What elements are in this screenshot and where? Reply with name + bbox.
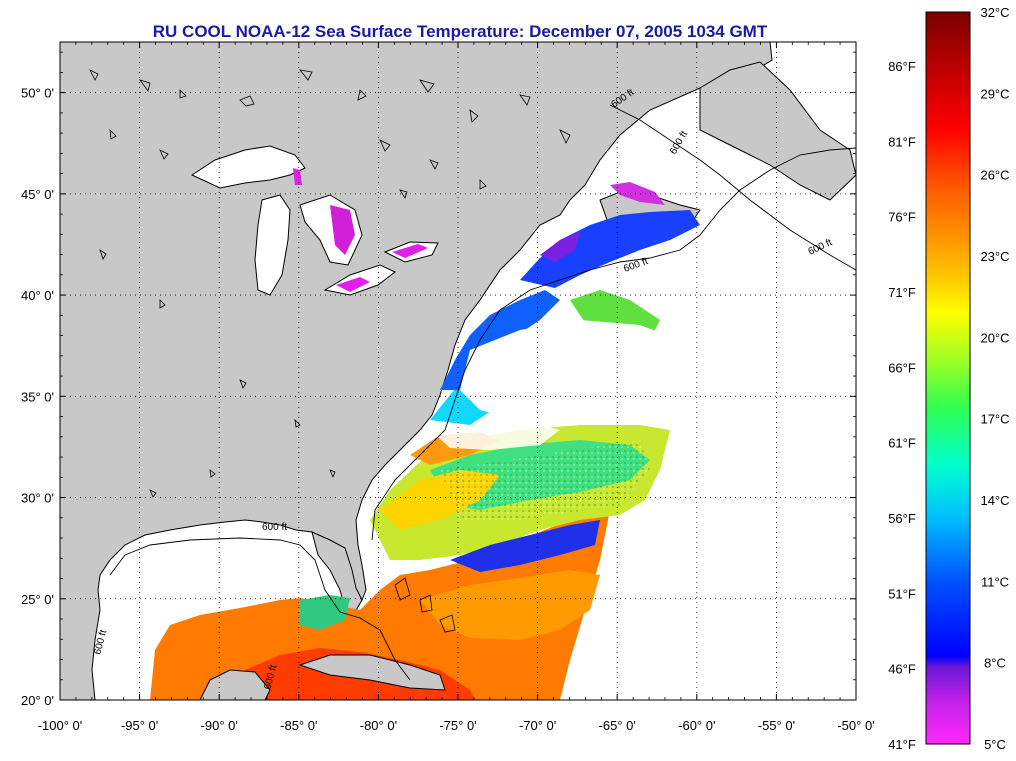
sst-swath-magenta [610, 182, 665, 205]
lat-tick-label: 25° 0' [21, 592, 54, 607]
lat-tick-label: 20° 0' [21, 693, 54, 708]
colorbar-fahrenheit-label: 66°F [888, 360, 916, 375]
lat-tick-label: 30° 0' [21, 491, 54, 506]
latitude-labels: 50° 0' 45° 0' 40° 0' 35° 0' 30° 0' 25° 0' 20° … [21, 86, 54, 708]
land-north-america [60, 42, 773, 700]
sst-swath-gulf-green [300, 595, 350, 630]
colorbar-celsius-label: 14°C [980, 493, 1009, 508]
lake-michigan [254, 194, 291, 296]
land-florida [311, 531, 363, 613]
sst-swath-speckle [440, 440, 650, 520]
map-title: RU COOL NOAA-12 Sea Surface Temperature:… [152, 22, 768, 41]
land-cuba [298, 654, 446, 691]
lat-tick-label: 35° 0' [21, 389, 54, 404]
lon-tick-label: -65° 0' [599, 718, 636, 733]
colorbar-fahrenheit-label: 86°F [888, 59, 916, 74]
contour-600ft-atlantic [371, 147, 856, 541]
sst-swath-blue-north [520, 210, 700, 288]
land-maritimes [699, 61, 856, 201]
colorbar-celsius-label: 8°C [984, 656, 1006, 671]
graticule [59, 42, 857, 701]
colorbar-fahrenheit-label: 81°F [888, 134, 916, 149]
colorbar-fahrenheit-label: 76°F [888, 210, 916, 225]
sst-white-cloud-2 [430, 420, 560, 450]
colorbar-fahrenheit-label: 51°F [888, 586, 916, 601]
sst-swath-orange2 [420, 570, 600, 640]
lake-cold-patch [336, 277, 370, 292]
lake-cold-patch [392, 244, 428, 258]
colorbar-fahrenheit-label: 56°F [888, 511, 916, 526]
colorbar-celsius-labels: 32°C 29°C 26°C 23°C 20°C 17°C 14°C 11°C 8°C 5°C [980, 5, 1009, 752]
lon-tick-label: -55° 0' [758, 718, 795, 733]
lon-tick-label: -95° 0' [121, 718, 158, 733]
colorbar-fahrenheit-label: 46°F [888, 662, 916, 677]
lat-tick-label: 50° 0' [21, 86, 54, 101]
contour-600ft-north [609, 104, 856, 271]
sst-white-cloud [460, 320, 690, 420]
lat-tick-label: 45° 0' [21, 187, 54, 202]
lon-tick-label: -70° 0' [519, 718, 556, 733]
land-yucatan [199, 669, 271, 700]
colorbar-fahrenheit-label: 71°F [888, 285, 916, 300]
canadian-lakes [89, 69, 571, 498]
longitude-labels: -100° 0' -95° 0' -90° 0' -85° 0' -80° 0' -75°… [38, 718, 875, 733]
contour-label: 600 ft [262, 522, 287, 533]
colorbar-celsius-label: 26°C [980, 168, 1009, 183]
colorbar-fahrenheit-label: 41°F [888, 737, 916, 752]
sst-swath-blue-east [450, 520, 600, 572]
colorbar [925, 11, 971, 745]
lon-tick-label: -80° 0' [360, 718, 397, 733]
lake-cold-patch [293, 168, 302, 185]
lake-superior [190, 145, 306, 189]
lon-tick-label: -50° 0' [837, 718, 874, 733]
colorbar-celsius-label: 5°C [984, 737, 1006, 752]
lake-cold-patch [330, 205, 355, 255]
lon-tick-label: -60° 0' [678, 718, 715, 733]
colorbar-celsius-label: 11°C [981, 574, 1009, 589]
colorbar-fahrenheit-labels: 86°F 81°F 76°F 71°F 66°F 61°F 56°F 51°F 46°F 41°F [888, 59, 916, 752]
lon-tick-label: -90° 0' [201, 718, 238, 733]
lon-tick-label: -85° 0' [280, 718, 317, 733]
colorbar-celsius-label: 32°C [980, 5, 1009, 20]
lon-tick-label: -100° 0' [38, 718, 83, 733]
colorbar-celsius-label: 17°C [980, 412, 1009, 427]
colorbar-celsius-label: 23°C [980, 249, 1009, 264]
sst-swath-purple [540, 232, 580, 262]
lat-tick-label: 40° 0' [21, 288, 54, 303]
colorbar-fahrenheit-label: 61°F [888, 436, 916, 451]
lon-tick-label: -75° 0' [439, 718, 476, 733]
land-bahamas [394, 577, 456, 633]
colorbar-celsius-label: 29°C [980, 86, 1009, 101]
colorbar-celsius-label: 20°C [980, 330, 1009, 345]
contour-600ft-gulf [109, 537, 411, 681]
